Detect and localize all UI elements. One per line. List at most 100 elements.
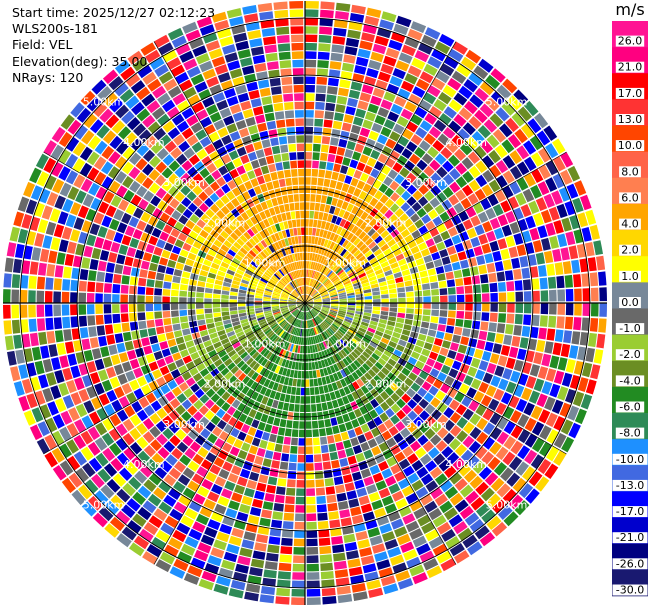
velocity-gate bbox=[442, 394, 453, 406]
velocity-gate bbox=[343, 114, 354, 124]
velocity-gate bbox=[4, 335, 15, 351]
velocity-gate bbox=[309, 379, 314, 387]
velocity-gate bbox=[367, 344, 376, 352]
velocity-gate bbox=[289, 152, 297, 161]
velocity-gate bbox=[263, 326, 271, 333]
velocity-gate bbox=[328, 511, 340, 520]
velocity-gate bbox=[192, 372, 203, 382]
velocity-gate bbox=[289, 254, 294, 263]
velocity-gate bbox=[397, 258, 407, 266]
velocity-gate bbox=[355, 530, 368, 541]
velocity-gate bbox=[279, 554, 292, 563]
colorbar-tick-label-bg bbox=[619, 297, 641, 308]
colorbar-tick-label-bg bbox=[615, 35, 645, 47]
velocity-gate bbox=[305, 296, 311, 303]
velocity-gate bbox=[110, 195, 122, 208]
velocity-gate bbox=[274, 391, 281, 401]
velocity-gate bbox=[293, 76, 304, 85]
velocity-gate bbox=[254, 271, 262, 278]
velocity-gate bbox=[329, 451, 339, 461]
velocity-gate bbox=[339, 298, 347, 301]
velocity-gate bbox=[376, 225, 386, 235]
velocity-gate bbox=[561, 436, 575, 453]
velocity-gate bbox=[50, 144, 64, 160]
velocity-gate bbox=[54, 265, 64, 278]
velocity-gate bbox=[321, 579, 335, 588]
velocity-gate bbox=[443, 332, 453, 342]
velocity-gate bbox=[385, 47, 400, 59]
velocity-gate bbox=[23, 410, 36, 426]
velocity-gate bbox=[343, 439, 352, 449]
velocity-gate bbox=[73, 174, 86, 189]
velocity-gate bbox=[316, 369, 321, 378]
velocity-gate bbox=[436, 241, 446, 251]
velocity-gate bbox=[48, 250, 58, 264]
velocity-gate bbox=[260, 239, 268, 248]
velocity-gate bbox=[61, 477, 76, 494]
velocity-gate bbox=[434, 41, 451, 55]
velocity-gate bbox=[320, 310, 328, 315]
velocity-gate bbox=[34, 360, 45, 375]
velocity-gate bbox=[329, 273, 336, 280]
velocity-gate bbox=[294, 310, 300, 317]
velocity-gate bbox=[275, 18, 289, 27]
velocity-gate bbox=[75, 467, 90, 483]
velocity-gate bbox=[546, 446, 560, 462]
velocity-gate bbox=[308, 261, 312, 269]
velocity-gate bbox=[111, 120, 126, 134]
velocity-gate bbox=[275, 315, 283, 320]
velocity-gate bbox=[434, 204, 446, 215]
velocity-gate bbox=[433, 258, 443, 268]
velocity-gate bbox=[306, 597, 321, 605]
velocity-gate bbox=[154, 318, 164, 327]
velocity-gate bbox=[152, 208, 163, 219]
velocity-gate bbox=[45, 317, 54, 331]
velocity-gate bbox=[374, 405, 384, 416]
velocity-gate bbox=[380, 243, 390, 252]
velocity-gate bbox=[343, 220, 351, 230]
velocity-gate bbox=[195, 109, 209, 121]
velocity-gate bbox=[288, 316, 294, 323]
velocity-gate bbox=[398, 52, 413, 64]
velocity-gate bbox=[203, 259, 212, 267]
velocity-gate bbox=[73, 451, 87, 466]
velocity-gate bbox=[536, 339, 546, 353]
velocity-gate bbox=[190, 557, 206, 570]
velocity-gate bbox=[486, 332, 496, 342]
velocity-gate bbox=[90, 197, 102, 211]
velocity-gate bbox=[427, 56, 442, 69]
velocity-gate bbox=[407, 472, 420, 484]
velocity-gate bbox=[136, 220, 147, 231]
velocity-gate bbox=[378, 281, 387, 287]
velocity-gate bbox=[225, 327, 234, 334]
velocity-gate bbox=[538, 327, 547, 340]
velocity-gate bbox=[539, 277, 548, 290]
velocity-gate bbox=[143, 445, 156, 458]
velocity-gate bbox=[301, 286, 304, 294]
velocity-gate bbox=[405, 434, 416, 445]
velocity-gate bbox=[196, 286, 205, 293]
velocity-gate bbox=[256, 393, 264, 403]
velocity-gate bbox=[312, 308, 320, 313]
velocity-gate bbox=[506, 313, 515, 324]
velocity-gate bbox=[128, 294, 137, 303]
velocity-gate bbox=[129, 312, 138, 322]
velocity-gate bbox=[282, 85, 293, 94]
velocity-gate bbox=[407, 399, 418, 410]
velocity-gate bbox=[185, 29, 201, 42]
velocity-gate bbox=[68, 407, 80, 422]
velocity-gate bbox=[515, 192, 527, 206]
velocity-gate bbox=[523, 100, 539, 117]
velocity-gate bbox=[337, 351, 345, 360]
velocity-gate bbox=[335, 181, 344, 191]
velocity-gate bbox=[65, 170, 79, 185]
velocity-gate bbox=[230, 310, 238, 315]
velocity-gate bbox=[410, 245, 420, 255]
velocity-gate bbox=[376, 272, 385, 279]
velocity-gate bbox=[250, 206, 259, 215]
velocity-gate bbox=[347, 255, 355, 263]
velocity-gate bbox=[428, 507, 443, 521]
velocity-gate bbox=[289, 1, 304, 9]
velocity-gate bbox=[387, 169, 398, 180]
velocity-gate bbox=[131, 401, 143, 413]
